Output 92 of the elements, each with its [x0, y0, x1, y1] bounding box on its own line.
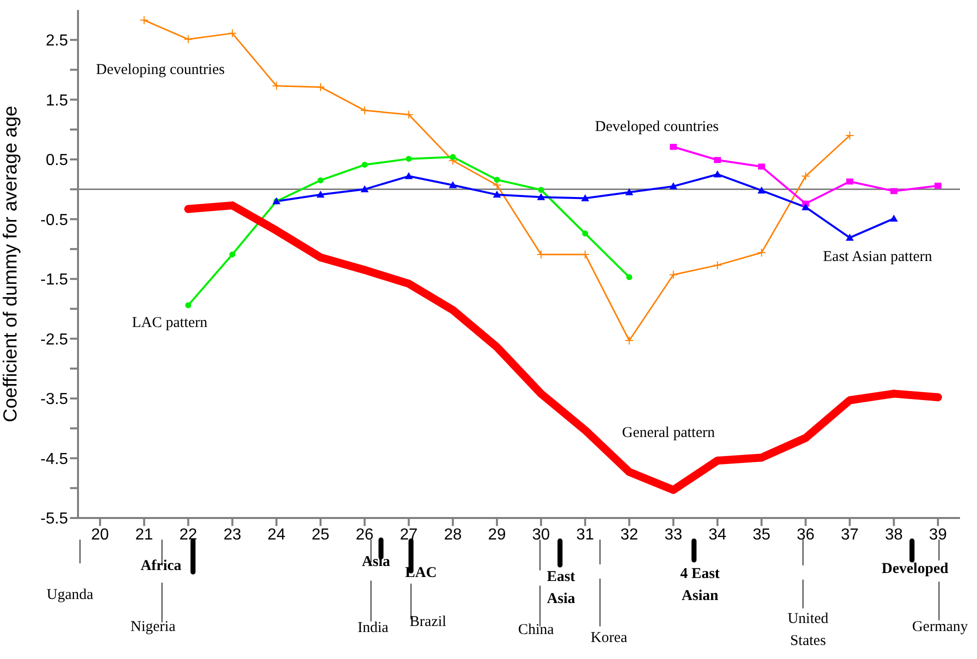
point	[934, 182, 942, 189]
text: Africa	[140, 557, 182, 576]
point	[492, 190, 501, 198]
point	[229, 251, 236, 258]
x-tick-label: 20	[91, 526, 110, 544]
point	[624, 336, 634, 345]
x-tick-label: 25	[312, 526, 330, 544]
text: Nigeria	[130, 618, 176, 637]
x-tick-label: 24	[268, 526, 286, 544]
point	[228, 28, 237, 38]
point	[712, 260, 722, 270]
x-tick-label: 26	[356, 526, 374, 544]
point	[670, 144, 677, 150]
point	[404, 110, 414, 120]
series-label: East Asian pattern	[823, 249, 932, 266]
x-tick-label: 22	[179, 526, 198, 544]
point	[890, 188, 898, 194]
point	[846, 178, 854, 185]
x-tick-label: 23	[223, 526, 242, 544]
text: Germany	[911, 618, 969, 637]
point	[890, 214, 898, 222]
y-tick-label: 1.5	[46, 92, 68, 110]
point	[272, 81, 281, 90]
series-label: LAC pattern	[132, 315, 208, 332]
point	[846, 234, 854, 241]
series-label: Developing countries	[96, 62, 225, 79]
x-tick-label: 27	[400, 526, 418, 544]
x-tick-label: 30	[532, 526, 550, 544]
text: China	[517, 621, 555, 640]
point	[801, 172, 810, 181]
x-tick-label: 21	[135, 526, 154, 544]
series-label: Developed countries	[595, 119, 719, 136]
y-tick-label: -2.5	[40, 331, 68, 348]
text: United States	[786, 610, 830, 651]
y-tick-label: -4.5	[40, 450, 68, 468]
point	[404, 172, 413, 180]
point	[537, 193, 546, 200]
point	[713, 170, 722, 178]
y-tick-label: -3.5	[40, 391, 68, 408]
text: Korea	[590, 629, 628, 648]
x-tick-label: 31	[576, 526, 594, 544]
x-tick-label: 28	[444, 526, 462, 544]
x-tick-label: 33	[664, 526, 682, 544]
point	[845, 131, 854, 140]
text: Developed	[880, 560, 950, 579]
point	[802, 203, 810, 210]
x-tick-label: 37	[840, 526, 859, 544]
point	[669, 182, 678, 190]
point	[668, 270, 678, 280]
y-tick-label: 2.5	[46, 32, 68, 50]
y-tick-label: -5.5	[40, 510, 68, 528]
text: Asia	[360, 553, 392, 572]
point	[494, 176, 500, 183]
point	[538, 186, 544, 193]
x-tick-label: 29	[488, 526, 506, 544]
text: LAC	[404, 564, 438, 583]
x-tick-label: 32	[620, 526, 638, 544]
point	[316, 190, 325, 198]
point	[625, 188, 634, 196]
point	[757, 248, 766, 258]
point	[362, 162, 368, 168]
y-tick-label: 0.5	[46, 152, 68, 170]
point	[360, 106, 370, 115]
point	[758, 164, 766, 170]
point	[582, 230, 588, 237]
point	[626, 274, 632, 280]
text: East Asia	[546, 568, 576, 609]
point	[185, 302, 192, 308]
point	[714, 157, 721, 164]
x-tick-label: 34	[708, 526, 726, 544]
x-tick-label: 38	[884, 526, 903, 544]
text: India	[356, 619, 390, 638]
x-tick-label: 35	[752, 526, 771, 544]
point	[450, 154, 456, 160]
text: Brazil	[408, 613, 448, 632]
text: Uganda	[46, 586, 94, 605]
y-tick-label: -1.5	[40, 272, 68, 289]
point	[140, 16, 149, 25]
series-label: General pattern	[622, 425, 715, 442]
point	[581, 194, 590, 202]
y-axis-title: Coefficient of dummy for average age	[0, 106, 22, 422]
point	[318, 177, 324, 184]
point	[406, 156, 412, 162]
point	[360, 185, 369, 192]
point	[758, 186, 766, 194]
text: 4 East Asian	[679, 565, 721, 606]
point	[448, 181, 457, 188]
point	[184, 34, 193, 44]
point	[316, 82, 326, 92]
x-tick-label: 39	[929, 526, 947, 544]
y-tick-label: -0.5	[40, 212, 68, 229]
x-tick-label: 36	[796, 526, 815, 544]
